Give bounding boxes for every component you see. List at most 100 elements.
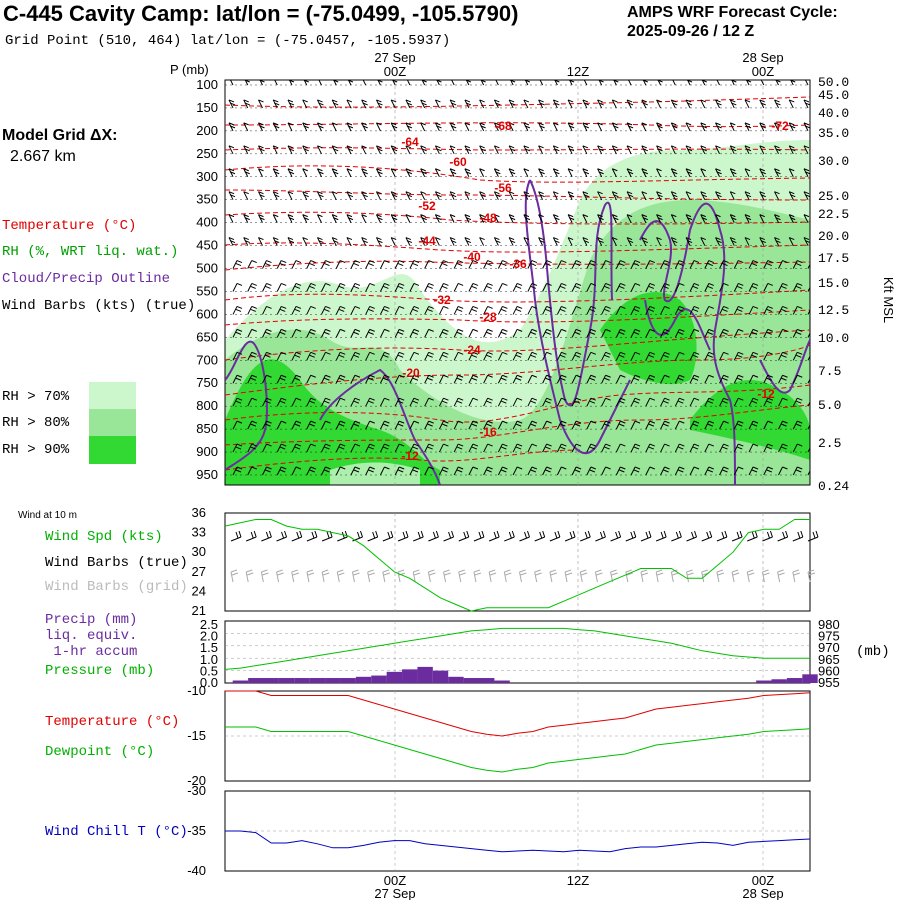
wind-barb — [464, 99, 472, 109]
wind-barb — [582, 237, 590, 246]
wind-barb — [527, 374, 538, 384]
wind-barb-grid — [503, 569, 512, 583]
wind-barb — [733, 351, 744, 361]
wind-barb — [542, 351, 552, 361]
wind-barb-true — [595, 530, 606, 542]
wind-barb — [247, 466, 257, 476]
pressure-tick-label: 600 — [196, 306, 218, 321]
y-tick-label: -20 — [187, 773, 206, 788]
wind-barb — [335, 305, 346, 315]
wind-barb-grid — [807, 569, 816, 583]
wind-barb — [552, 99, 560, 109]
wind-barb — [243, 237, 250, 246]
wind-barb — [523, 214, 531, 223]
wind-barb — [390, 191, 398, 200]
wind-barb — [247, 283, 257, 292]
wind-barb — [262, 397, 272, 407]
wind-barb-grid — [245, 569, 254, 583]
wind-barb — [287, 99, 295, 109]
wind-barb — [394, 351, 405, 361]
pressure-tick-label: 300 — [196, 169, 218, 184]
wind-barb — [390, 237, 397, 246]
wind-barb — [321, 351, 331, 361]
wind-barb — [700, 214, 707, 223]
wind-barb — [287, 191, 294, 200]
temperature-contour-label: -72 — [771, 119, 789, 133]
wind-barb — [350, 466, 361, 476]
wind-barb — [347, 80, 354, 86]
wind-barb-true — [352, 530, 363, 542]
temperature-contour-label: -32 — [433, 293, 451, 307]
wind-barb-true — [367, 530, 379, 542]
wind-barb — [685, 99, 693, 109]
wind-barb — [733, 328, 744, 338]
wind-barb — [379, 374, 390, 384]
wind-barb — [483, 260, 493, 269]
wind-barb-grid — [777, 569, 785, 583]
y-tick-label: -30 — [187, 783, 206, 798]
wind-barb — [745, 80, 752, 86]
wind-barb — [689, 328, 700, 338]
wind-barb — [497, 466, 508, 476]
wind-barb — [232, 260, 243, 269]
wind-barb — [317, 237, 324, 246]
wind-barb — [660, 443, 670, 453]
wind-barb — [792, 374, 803, 384]
legend-rh70-label: RH > 70% — [2, 389, 70, 405]
pressure-tick-label: 400 — [196, 215, 218, 230]
wind-barb — [571, 283, 582, 292]
wind-barb — [552, 145, 560, 155]
wind-barb — [729, 145, 737, 155]
wind-barb — [733, 466, 744, 476]
wind-barb — [597, 191, 603, 200]
wind-barb — [586, 443, 597, 453]
wind-barb-grid — [230, 569, 239, 583]
wind-barb — [483, 328, 493, 338]
wind-barb — [306, 305, 316, 315]
wind-barb — [763, 420, 773, 430]
wind-barb — [453, 351, 464, 361]
y-tick-label: 36 — [192, 505, 206, 520]
bottom-time-00z-a: 00Z — [384, 873, 406, 888]
y-tick-label: 24 — [192, 583, 206, 598]
wind-barb — [615, 443, 626, 453]
wind-barb — [748, 351, 759, 361]
wind-barb — [464, 122, 471, 132]
wind-barb — [291, 351, 302, 361]
wind-barb — [406, 80, 411, 86]
wind-barb — [375, 237, 383, 246]
wind-barb — [258, 237, 264, 246]
wind-barb — [611, 191, 619, 200]
wind-barb-true — [534, 530, 546, 542]
wind-barb — [729, 214, 737, 223]
wind-barb — [689, 466, 700, 476]
wind-barb — [331, 145, 339, 155]
wind-barb — [335, 351, 346, 361]
wind-barb — [512, 305, 523, 315]
wind-barb-true — [762, 530, 773, 542]
pressure-line — [224, 627, 810, 670]
wind-barb — [719, 351, 729, 361]
wind-barb — [542, 466, 552, 476]
wind-barb — [346, 191, 354, 200]
wind-barb — [365, 260, 375, 269]
wind-barb — [468, 397, 479, 407]
wind-barb — [361, 122, 368, 132]
wind-barb — [598, 80, 604, 86]
wind-barb — [748, 260, 759, 269]
wind-barb-true — [671, 530, 682, 542]
wind-barb — [778, 328, 788, 338]
wind-barb — [468, 283, 479, 292]
wind-barb — [287, 145, 295, 155]
bottom-time-00z-b: 00Z — [752, 873, 774, 888]
precip-bars — [232, 666, 818, 683]
wind-barb — [272, 168, 280, 177]
wind-barb — [538, 168, 545, 177]
wind-panel-gridlines — [394, 513, 764, 611]
wind-barb — [567, 99, 574, 109]
wind-barb-grid — [276, 569, 284, 583]
wind-barb — [483, 374, 493, 384]
wind-barb — [479, 168, 485, 177]
wind-barb-grid — [549, 569, 558, 583]
wind-barb — [493, 191, 501, 200]
